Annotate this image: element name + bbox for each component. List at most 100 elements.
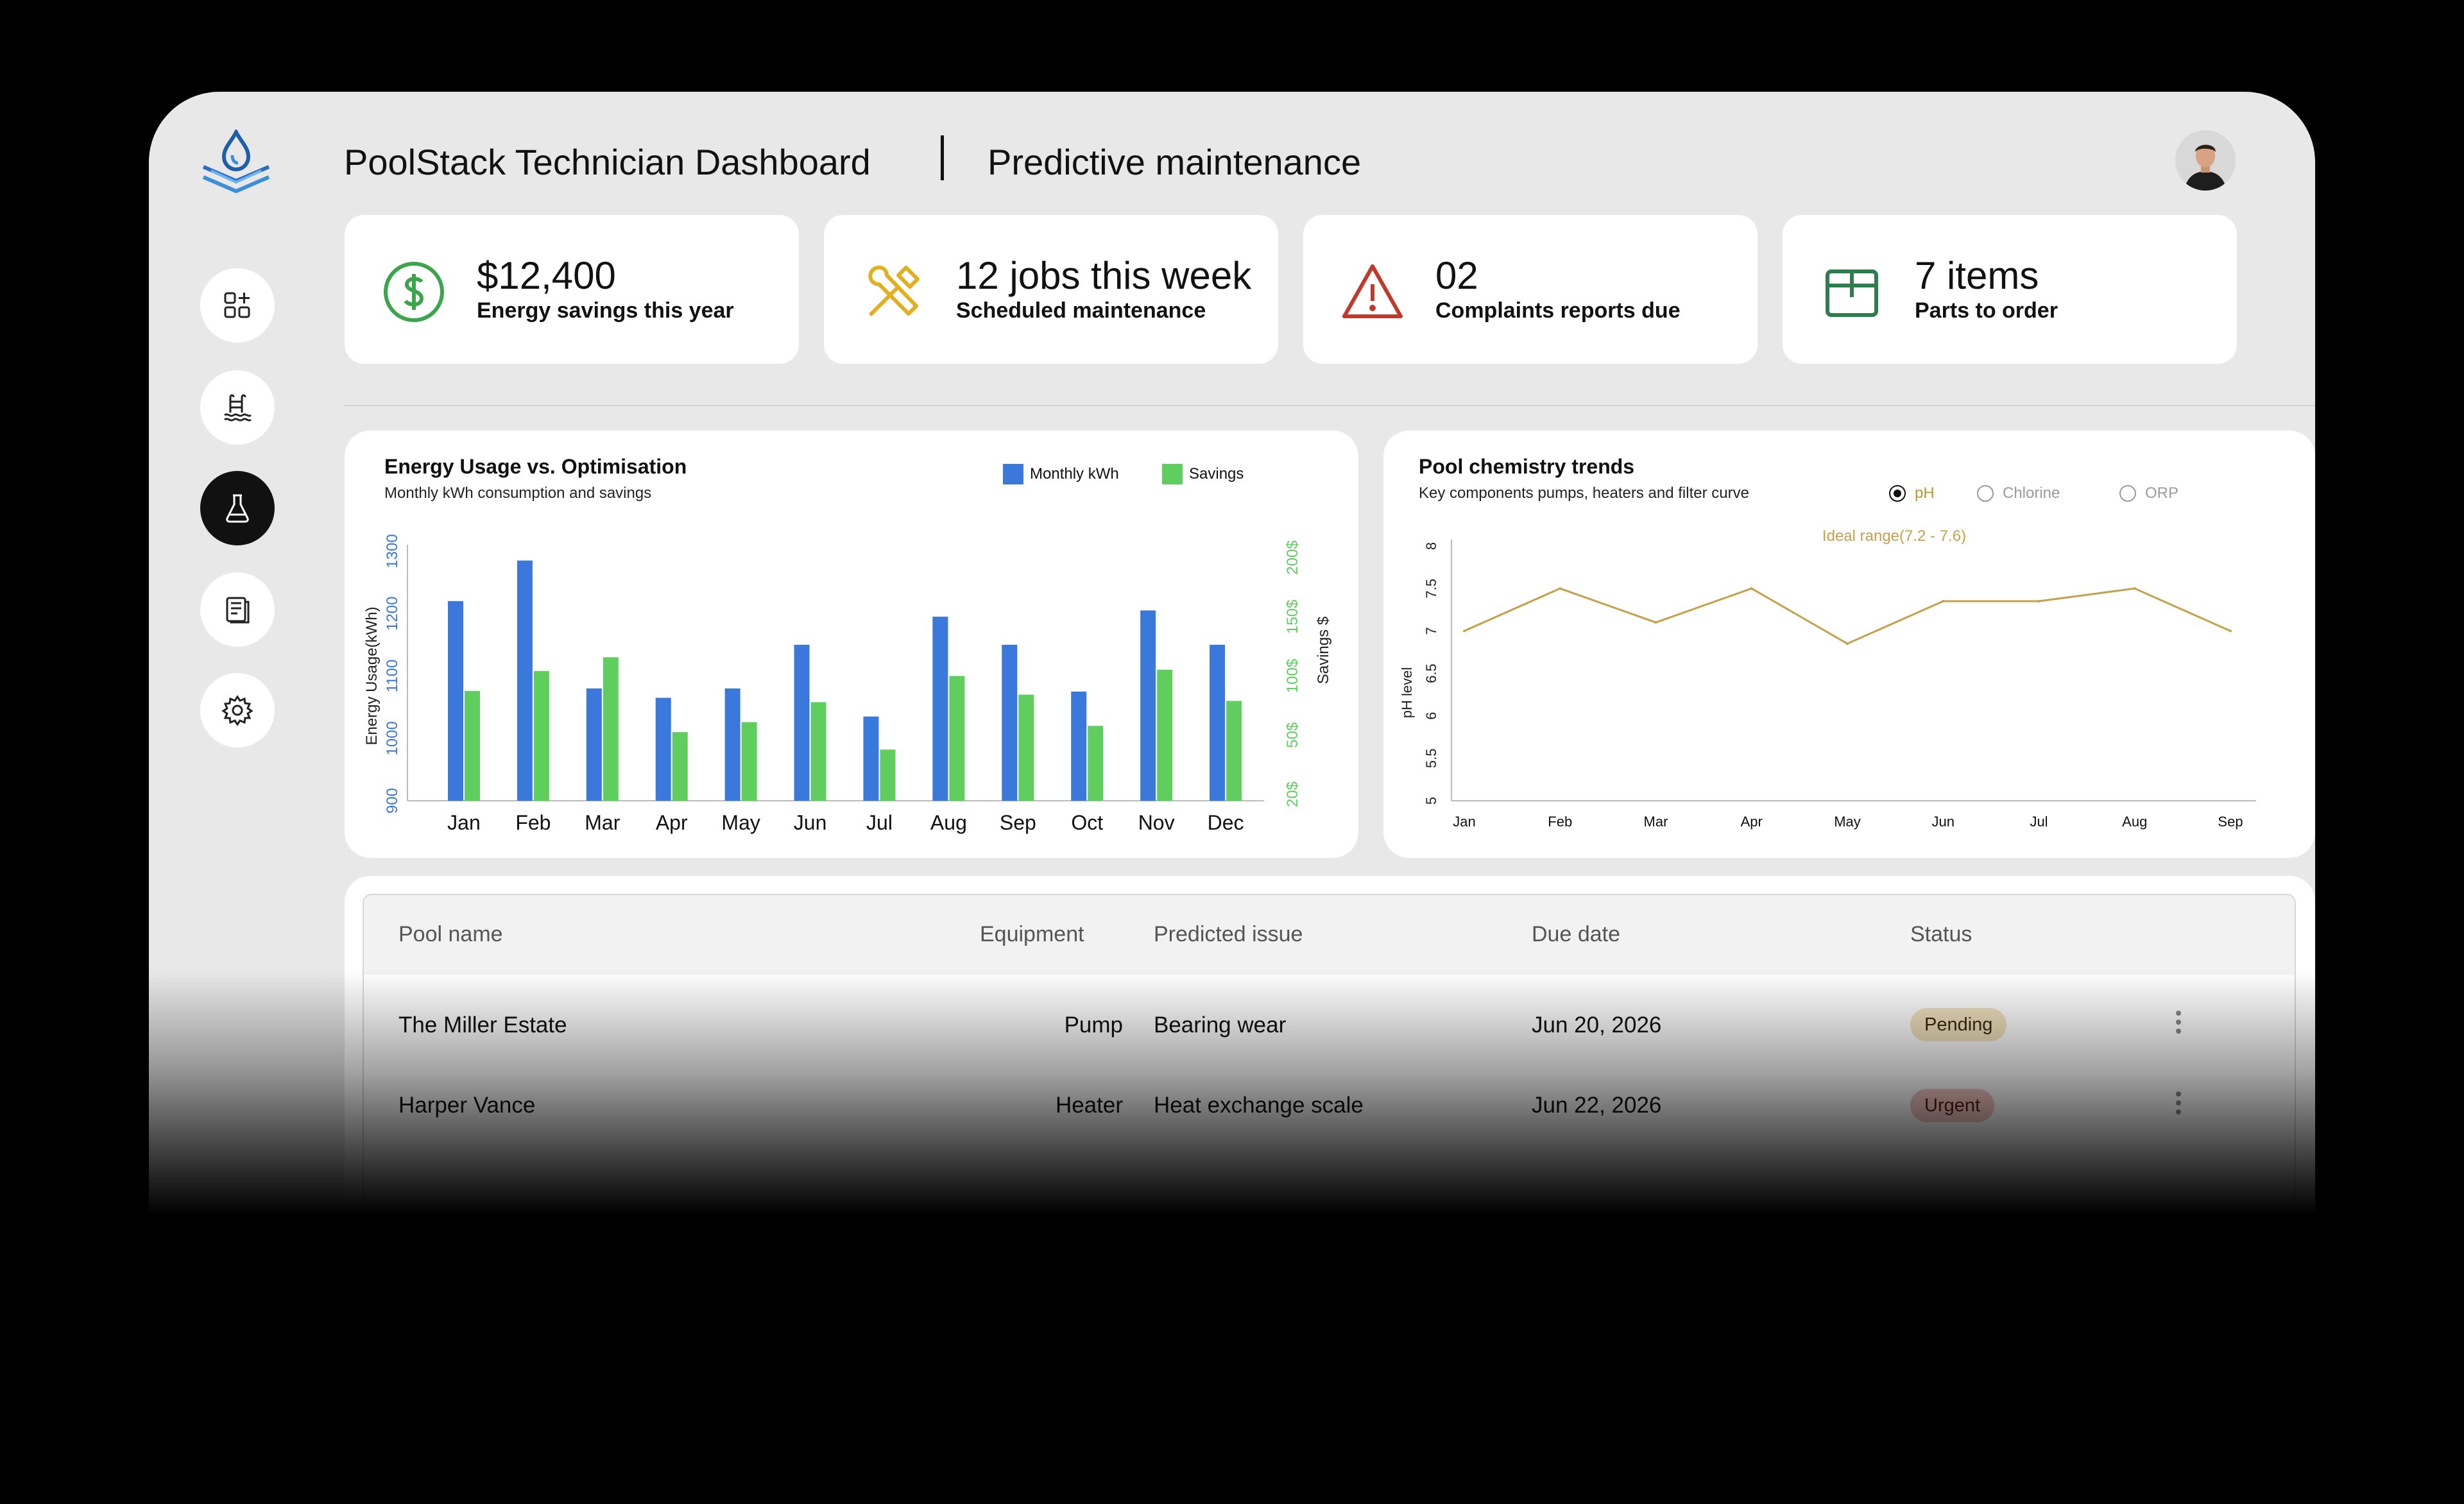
dashboard-grid-icon (224, 292, 250, 318)
title-separator (941, 135, 944, 180)
ph-point (2133, 587, 2136, 590)
row-menu-icon[interactable] (2176, 1091, 2182, 1115)
x-tick-label: Dec (1208, 811, 1244, 834)
stat-card-complaints: 02 Complaints reports due (1303, 215, 1758, 364)
column-header-predicted-issue[interactable]: Predicted issue (1154, 922, 1303, 946)
cell-pool-name: Harper Vance (398, 1093, 536, 1118)
bar-monthly-kwh (724, 688, 740, 801)
column-header-due-date[interactable]: Due date (1532, 922, 1620, 946)
poolstack-logo (202, 130, 270, 194)
bar-monthly-kwh (586, 688, 602, 801)
x-tick-label: Jun (1932, 814, 1955, 830)
bar-savings (672, 732, 688, 801)
legend-savings[interactable]: Savings (1162, 464, 1244, 484)
ideal-range-annotation: Ideal range(7.2 - 7.6) (1822, 527, 1966, 545)
chemistry-chart-card: Pool chemistry trends Key components pum… (1383, 431, 2315, 858)
legend-label: Savings (1189, 465, 1244, 483)
bar-savings (741, 722, 757, 801)
chart-subtitle: Monthly kWh consumption and savings (384, 484, 652, 502)
bar-monthly-kwh (1140, 610, 1156, 801)
bar-monthly-kwh (1071, 691, 1087, 801)
radio-unselected[interactable] (2119, 485, 2136, 502)
chart-title: Energy Usage vs. Optimisation (384, 455, 687, 478)
section-divider (345, 405, 2315, 406)
bar-monthly-kwh (863, 716, 879, 801)
stat-value: 02 (1435, 254, 1478, 297)
warning-triangle-icon (1342, 264, 1403, 318)
table-header: Pool name Equipment Predicted issue Due … (364, 895, 2295, 975)
bar-savings (880, 749, 896, 801)
ph-point (1559, 587, 1562, 590)
y2-tick-label: 20$ (1284, 782, 1301, 807)
energy-chart-card: Energy Usage vs. Optimisation Monthly kW… (345, 431, 1358, 858)
column-header-status[interactable]: Status (1910, 922, 1972, 946)
cell-due-date: Jun 22, 2026 (1532, 1093, 1662, 1118)
y-tick-label: 1200 (384, 597, 401, 631)
stat-value: 12 jobs this week (956, 254, 1252, 297)
reports-icon (226, 597, 250, 624)
cell-predicted-issue: Bearing wear (1154, 1013, 1287, 1038)
x-tick-label: Sep (1000, 811, 1036, 834)
y-axis-label: Energy Usage(kWh) (363, 606, 381, 745)
sidebar-item-settings[interactable] (200, 673, 275, 748)
y-tick-label: 6.5 (1423, 663, 1439, 683)
y-axis-label: pH level (1399, 667, 1415, 718)
user-avatar-icon (2175, 130, 2236, 191)
stat-card-parts: 7 items Parts to order (1783, 215, 2237, 364)
stat-label: Complaints reports due (1435, 298, 1681, 323)
y-tick-label: 1300 (384, 534, 401, 568)
bar-savings (464, 690, 480, 801)
y2-tick-label: 200$ (1284, 540, 1301, 574)
bar-savings (1157, 669, 1173, 801)
ph-point (1463, 629, 1466, 633)
stat-card-energy-savings: $12,400 Energy savings this year (345, 215, 799, 364)
option-label: pH (1915, 484, 1935, 502)
chemistry-flask-icon (226, 494, 249, 523)
x-tick-label: May (1834, 814, 1861, 830)
bar-savings (949, 676, 965, 801)
x-tick-label: Jul (2030, 814, 2048, 830)
ph-point (2037, 600, 2041, 603)
sidebar-item-chemistry[interactable] (200, 471, 275, 545)
x-tick-label: Sep (2218, 814, 2243, 830)
option-label: Chlorine (2003, 484, 2060, 502)
stat-label: Scheduled maintenance (956, 298, 1206, 323)
y2-tick-label: 50$ (1284, 722, 1301, 748)
chart-subtitle: Key components pumps, heaters and filter… (1419, 484, 1749, 502)
sidebar-item-reports[interactable] (200, 572, 275, 647)
option-orp[interactable]: ORP (2119, 484, 2178, 502)
avatar[interactable] (2175, 130, 2236, 191)
stat-card-jobs: 12 jobs this week Scheduled maintenance (824, 215, 1278, 364)
y-tick-label: 900 (384, 788, 401, 814)
pool-ladder-icon (224, 394, 252, 422)
radio-selected[interactable] (1889, 485, 1906, 502)
row-menu-icon[interactable] (2176, 1011, 2182, 1034)
legend-monthly-kwh[interactable]: Monthly kWh (1003, 464, 1119, 484)
status-badge: Urgent (1910, 1089, 1995, 1122)
x-tick-label: Jun (794, 811, 827, 834)
column-header-equipment[interactable]: Equipment (980, 922, 1084, 946)
bar-savings (1226, 701, 1242, 801)
column-header-pool-name[interactable]: Pool name (398, 922, 503, 946)
status-badge: Pending (1910, 1008, 2007, 1041)
sidebar-item-pools[interactable] (200, 370, 275, 445)
x-tick-label: Mar (585, 811, 620, 834)
dollar-circle-icon (384, 262, 444, 322)
ph-point (1846, 642, 1849, 645)
legend-label: Monthly kWh (1030, 465, 1119, 483)
option-ph[interactable]: pH (1889, 484, 1935, 502)
energy-bar-chart: 900 1000 1100 1200 1300 20$ 50$ 100$ 150$ 200$ Ene… (363, 534, 1332, 834)
y-tick-label: 8 (1423, 542, 1439, 550)
chart-title: Pool chemistry trends (1419, 455, 1635, 478)
option-chlorine[interactable]: Chlorine (1977, 484, 2060, 502)
bar-savings (810, 702, 826, 801)
sidebar-item-dashboard[interactable] (200, 268, 275, 343)
x-tick-label: Nov (1138, 811, 1175, 834)
y-tick-label: 6 (1423, 712, 1439, 720)
x-tick-label: Jan (1453, 814, 1475, 830)
x-tick-label: May (721, 811, 760, 834)
radio-unselected[interactable] (1977, 485, 1994, 502)
ph-point (1750, 587, 1753, 590)
y2-axis-label: Savings $ (1315, 617, 1332, 684)
bar-monthly-kwh (447, 601, 463, 801)
